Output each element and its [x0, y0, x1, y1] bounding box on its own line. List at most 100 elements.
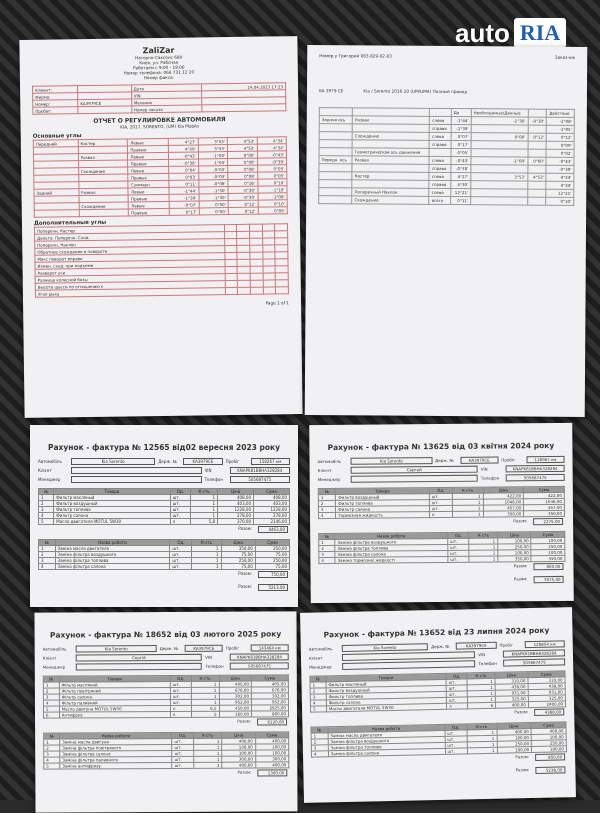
field-value-car: Kia Sorento — [341, 643, 429, 653]
table-cell: 5 — [191, 711, 220, 718]
field-value-vin: KNAPK81BBHA328284 — [230, 653, 289, 661]
invoice-field-row: Менеджер Телефон 505687475 — [38, 476, 290, 483]
table-cell: -0°43' — [450, 156, 471, 165]
table-cell: 400,00 — [495, 701, 529, 709]
field-value-mileage: 143464 км — [250, 644, 289, 652]
field-value-plate: KA3979CE — [184, 644, 223, 652]
total-label: Разом: — [238, 571, 252, 576]
field-label-manager: Менеджер — [317, 476, 341, 483]
table-cell — [77, 105, 132, 114]
table-header: № Товари Од. К-сть Ціна Сума — [37, 488, 290, 495]
field-value-car: Kia Sorento — [75, 645, 157, 653]
table-cell — [275, 286, 289, 294]
field-label-mileage: Пробіг — [225, 459, 240, 464]
total-label: Разом: — [238, 584, 252, 589]
grand-total-value: 3075,00 — [533, 575, 564, 584]
table-cell: 75,00 — [254, 563, 291, 570]
report-client-fields: Клиент: Дата 14.04.2023 17:23 Фирма: VIN Номе… — [32, 82, 286, 115]
table-cell: 1 — [469, 556, 498, 563]
table-cell: -1°05' — [546, 125, 575, 134]
table-cell — [527, 189, 547, 198]
table-cell — [319, 147, 353, 156]
total-value: 4388,00 — [534, 708, 565, 716]
field-value-manager — [71, 476, 202, 483]
table-cell: 350,00 — [523, 510, 565, 517]
field-label-vin: VIN — [205, 654, 213, 660]
table-cell: шт. — [447, 556, 470, 563]
watermark-badge: RIA — [513, 18, 567, 48]
table-cell: Задняя ось — [319, 115, 353, 124]
table-cell: слева — [429, 132, 452, 141]
invoice-18652: Рахунок - фактура № 18652 від 03 лютого … — [34, 611, 298, 813]
total-value: 6120,00 — [257, 718, 288, 726]
total-label: Разом: — [513, 518, 528, 524]
table-cell — [318, 195, 352, 204]
table-cell: Правые — [128, 208, 170, 216]
field-label-vin: VIN — [480, 466, 488, 472]
table-cell: л — [446, 702, 468, 710]
table-cell: 350,00 — [497, 555, 532, 563]
table-cell: справа — [429, 140, 451, 149]
field-label-plate: Держ. № — [431, 643, 450, 650]
table-cell: справа — [429, 164, 451, 173]
table-cell — [318, 179, 353, 188]
field-value-phone: 505687475 — [505, 473, 565, 482]
table-cell: 4°34' — [546, 181, 574, 190]
report2-table: До Необходимые/Данные Действие Задняя ось Ра… — [318, 107, 575, 206]
table-cell: 1 — [467, 747, 498, 754]
field-value-vin: KNAPK81BBHA328284 — [505, 464, 565, 473]
table-cell — [237, 287, 251, 295]
field-value-mileage: 158267 км — [250, 458, 290, 465]
field-label-car: Автомобіль — [308, 646, 333, 652]
table-cell: 6 — [467, 702, 496, 709]
column-header — [429, 108, 452, 117]
table-cell: 100,00 — [531, 745, 567, 753]
table-cell — [527, 165, 547, 174]
field-label-mileage: Пробіг — [499, 642, 514, 648]
table-cell: -1°44' — [451, 116, 472, 125]
total-value: 850,00 — [535, 753, 566, 761]
table-row: 5 Масло двигателя MOTUL 5W30 л 5,8 370,00 214… — [37, 518, 290, 525]
table-cell: шт. — [169, 563, 193, 570]
table-cell: 75,00 — [220, 563, 256, 570]
invoice-field-row: Клієнт VIN KNAPK81BBHA328284 — [38, 467, 290, 474]
report2-model: Kia / Sorento 2016-20 (UM/UMA) Полный пр… — [363, 88, 468, 95]
table-cell: 350,00 — [531, 555, 565, 562]
table-cell — [319, 107, 353, 116]
field-value-phone: 505687475 — [230, 662, 289, 670]
works-table: № Назва роботи Од. К-сть Ціна Сума 1 Заміна філ… — [318, 531, 565, 564]
table-cell: 370,00 — [217, 518, 255, 525]
field-label-client: Клієнт — [317, 467, 332, 474]
table-cell: Передн. ось — [318, 155, 353, 164]
field-value-manager — [75, 662, 203, 671]
grand-total: Разом: 3075,00 — [321, 575, 564, 585]
table-cell: л — [169, 518, 192, 525]
field-label-mileage: Пробіг — [225, 645, 240, 651]
table-cell — [78, 208, 129, 217]
table-cell: Тормозная жидкость — [335, 511, 430, 519]
field-label-vin: VIN — [478, 652, 486, 658]
table-cell: -0°38' — [450, 164, 471, 173]
table-cell: Антифриз — [59, 711, 171, 719]
field-label-phone: Телефон — [480, 475, 500, 481]
alignment-report-2: Номер у Григорий 063-829-02-83 Заказчик … — [304, 45, 588, 417]
table-cell: слева — [429, 116, 452, 125]
goods-total: Разом: 2275,00 — [320, 517, 564, 527]
invoice-field-row: Автомобіль Kia Sorento Держ. № KA3979CE Проб… — [43, 644, 289, 653]
table-cell — [262, 286, 276, 295]
table-cell: -0°30' — [527, 117, 547, 126]
table-cell: шт. — [172, 762, 194, 769]
total-label: Разом: — [238, 526, 252, 531]
table-cell — [429, 148, 451, 157]
page-number: Page 1 of 1 — [265, 300, 290, 306]
alignment-report-zalizar: ZaliZar Нагорно-Саксонс 680 Киев, ул. Раб… — [19, 36, 303, 418]
field-label-plate: Держ. № — [159, 645, 179, 652]
field-value-vin: KNAPK81BBHA328284 — [503, 649, 566, 658]
table-cell: слева — [429, 156, 451, 165]
table-cell: Заміна антифризу — [59, 762, 173, 770]
table-cell: 0°12' — [527, 133, 547, 142]
field-label-car: Автомобіль — [317, 458, 342, 465]
table-cell — [527, 149, 547, 158]
table-cell: 0°11' — [450, 196, 471, 205]
works-total: Разом: 1300,00 — [45, 769, 288, 777]
